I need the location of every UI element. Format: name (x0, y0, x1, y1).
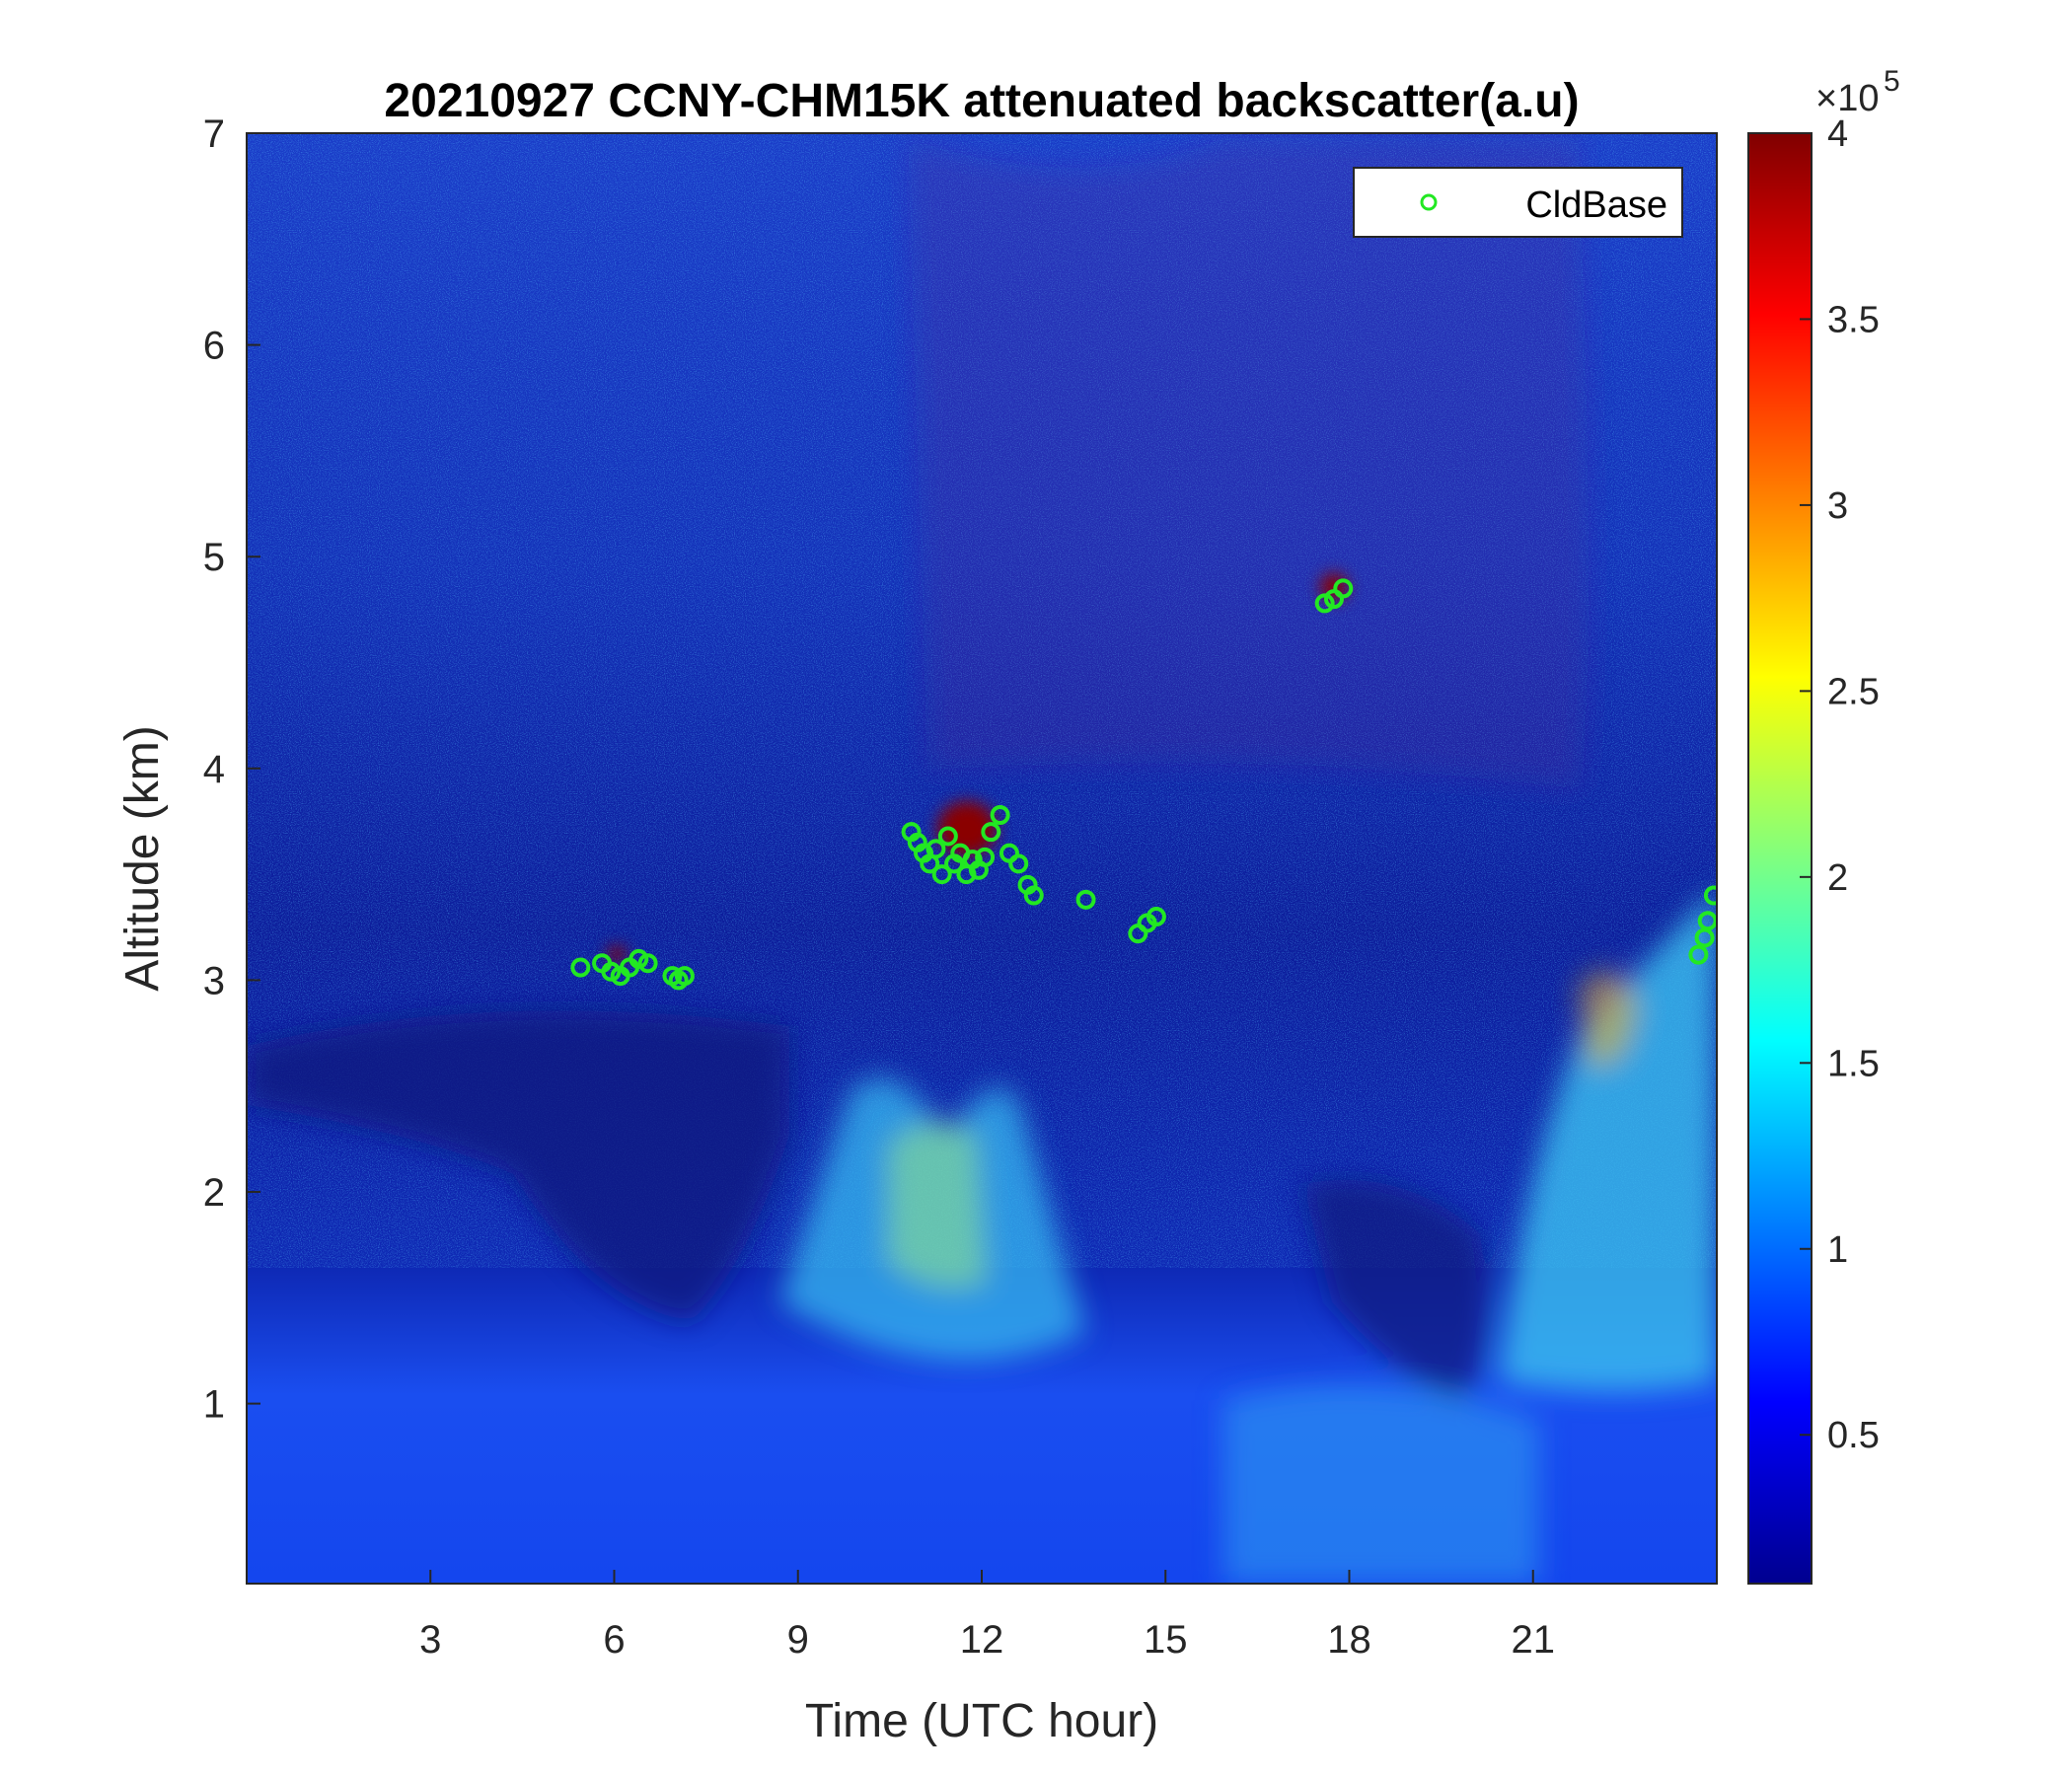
aerosol-hotspot-evening (1579, 971, 1638, 1068)
cldbase-point (1697, 911, 1717, 931)
colorbar-tick-label: 1 (1827, 1229, 1848, 1271)
x-tick-label: 15 (1144, 1618, 1188, 1662)
colorbar-tick-label: 2.5 (1827, 671, 1880, 712)
x-axis-ticks: 3 6 9 12 15 18 21 (419, 1570, 1555, 1662)
legend: CldBase (1353, 167, 1683, 238)
legend-box (1353, 167, 1683, 238)
colorbar-exponent: 5 (1884, 65, 1900, 98)
y-tick-label: 5 (203, 536, 225, 579)
y-tick-label: 2 (203, 1171, 225, 1215)
colorbar-ticks: 0.5 1 1.5 2 2.5 3 3.5 4 (1800, 113, 1880, 1456)
cloud-base-markers (570, 578, 1717, 991)
y-axis-label: Altitude (km) (116, 725, 169, 991)
cldbase-point (975, 847, 996, 867)
y-tick-label: 4 (203, 748, 225, 791)
y-tick-label: 1 (203, 1383, 225, 1427)
y-tick-label: 7 (203, 112, 225, 156)
cldbase-point (931, 864, 952, 885)
cldbase-point (674, 966, 695, 987)
x-tick-label: 6 (603, 1618, 625, 1662)
cldbase-point (1703, 885, 1717, 906)
cldbase-point (601, 961, 622, 982)
y-tick-label: 3 (203, 959, 225, 1002)
colorbar-tick-label: 3.5 (1827, 299, 1880, 340)
cldbase-point (1075, 889, 1096, 910)
cldbase-point (1314, 593, 1335, 614)
surface-layer-afternoon (1223, 1385, 1539, 1584)
colorbar-gradient (1747, 132, 1813, 1585)
colorbar-tick-label: 0.5 (1827, 1415, 1880, 1456)
x-tick-label: 3 (419, 1618, 441, 1662)
legend-entry-cldbase: CldBase (1525, 185, 1667, 226)
dark-layer-band (247, 1010, 789, 1322)
cldbase-point (1023, 885, 1044, 906)
x-tick-label: 18 (1327, 1618, 1371, 1662)
cldbase-point (1146, 907, 1166, 927)
hazy-layer-upper (908, 138, 1589, 789)
cldbase-point (925, 839, 946, 859)
cldbase-point (937, 826, 958, 847)
y-tick-label: 6 (203, 325, 225, 368)
colorbar-multiplier: ×10 (1815, 78, 1879, 119)
colorbar-tick-label: 4 (1827, 113, 1848, 155)
cloud-return (607, 946, 627, 962)
x-tick-label: 12 (960, 1618, 1004, 1662)
cldbase-point (570, 957, 591, 978)
legend-marker-icon (1420, 193, 1438, 211)
x-axis-label: Time (UTC hour) (805, 1695, 1158, 1747)
colorbar-tick-label: 1.5 (1827, 1043, 1880, 1084)
x-tick-label: 9 (787, 1618, 809, 1662)
cldbase-point (1333, 578, 1354, 599)
cldbase-point (629, 948, 649, 969)
colorbar: 0.5 1 1.5 2 2.5 3 3.5 4 ×10 5 (1747, 65, 1900, 1585)
aerosol-plume-noon (888, 1122, 987, 1290)
cldbase-point (1688, 944, 1709, 965)
colorbar-tick-label: 3 (1827, 485, 1848, 527)
chart-title: 20210927 CCNY-CHM15K attenuated backscat… (384, 75, 1579, 127)
backscatter-heatmap (247, 133, 1717, 1584)
heatmap-features (247, 138, 1717, 1584)
cldbase-point (1008, 853, 1029, 874)
dark-layer-evening (1302, 1179, 1487, 1401)
aerosol-plume-evening (1500, 888, 1717, 1391)
cldbase-point (981, 822, 1001, 843)
colorbar-tick-label: 2 (1827, 857, 1848, 899)
x-tick-label: 21 (1512, 1618, 1556, 1662)
y-axis-ticks: 1 2 3 4 5 6 7 (203, 112, 260, 1427)
cldbase-point (990, 805, 1010, 826)
cldbase-point (637, 953, 658, 974)
